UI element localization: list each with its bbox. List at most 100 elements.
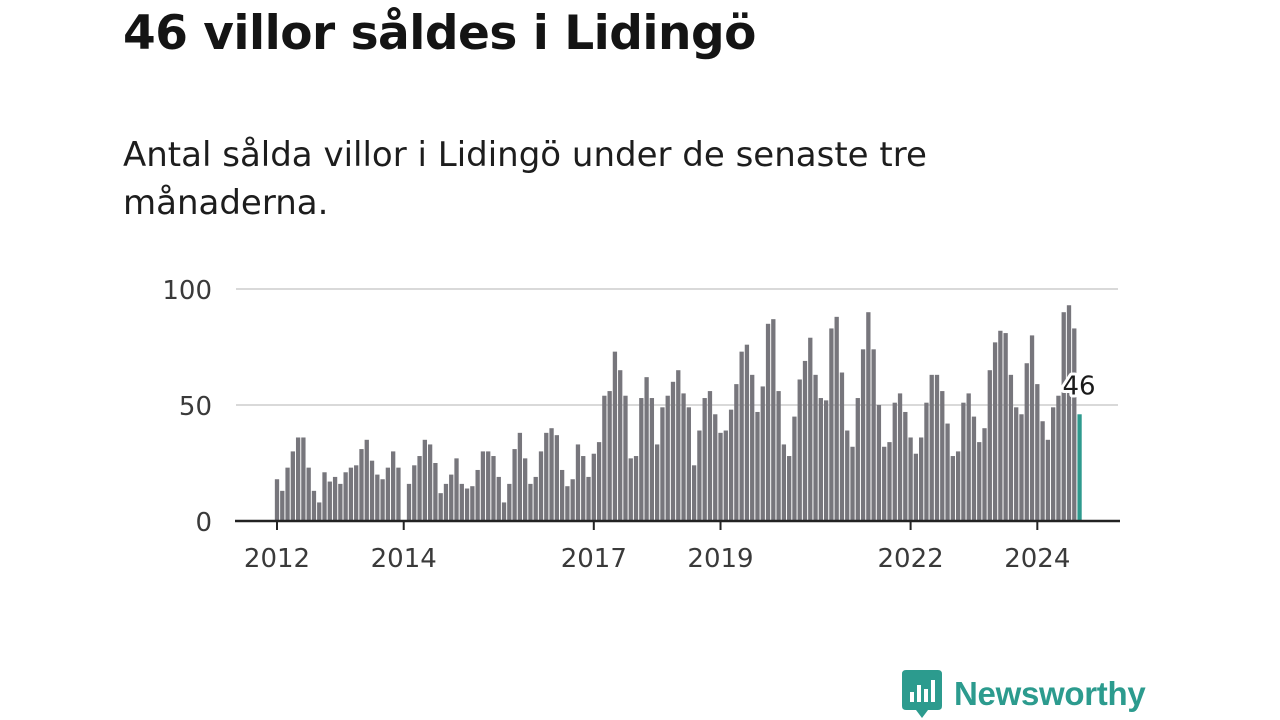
bar bbox=[311, 490, 317, 521]
bar bbox=[961, 402, 966, 521]
bar bbox=[691, 465, 697, 521]
bar bbox=[860, 349, 866, 521]
y-tick-label: 0 bbox=[195, 508, 212, 538]
bar bbox=[1014, 407, 1019, 521]
bar bbox=[919, 437, 924, 521]
bar bbox=[998, 330, 1003, 521]
bar bbox=[1066, 305, 1072, 521]
bar bbox=[971, 416, 977, 521]
bar bbox=[950, 456, 955, 521]
bar bbox=[644, 377, 649, 521]
bar bbox=[702, 398, 707, 521]
highlight-value-label: 46 bbox=[1062, 371, 1095, 401]
bar bbox=[280, 490, 285, 521]
bar bbox=[290, 451, 295, 521]
bar bbox=[903, 411, 908, 521]
bar bbox=[285, 467, 290, 521]
bar bbox=[723, 430, 728, 521]
bar bbox=[306, 467, 311, 521]
bar bbox=[797, 379, 802, 521]
bar bbox=[871, 349, 876, 521]
bar bbox=[850, 446, 855, 521]
bar bbox=[882, 446, 887, 521]
x-tick-label: 2019 bbox=[687, 544, 753, 574]
bar bbox=[1061, 312, 1066, 521]
x-tick-label: 2024 bbox=[1004, 544, 1070, 574]
bar bbox=[707, 391, 713, 521]
bar bbox=[1051, 407, 1056, 521]
bar bbox=[602, 395, 607, 521]
bar bbox=[433, 463, 438, 521]
bar bbox=[1035, 384, 1040, 521]
bar bbox=[760, 386, 765, 521]
bar bbox=[427, 444, 433, 521]
bar bbox=[301, 437, 306, 521]
bar bbox=[464, 488, 470, 521]
bar bbox=[945, 423, 950, 521]
bar bbox=[380, 479, 385, 521]
bar bbox=[491, 456, 496, 521]
bars bbox=[274, 305, 1082, 521]
bar bbox=[713, 414, 718, 521]
bar bbox=[1029, 335, 1035, 521]
bar bbox=[417, 456, 422, 521]
bar bbox=[443, 483, 449, 521]
bar bbox=[744, 344, 750, 521]
bar bbox=[787, 456, 792, 521]
bar bbox=[1003, 333, 1008, 521]
bar bbox=[486, 451, 491, 521]
bar bbox=[581, 456, 586, 521]
bar bbox=[649, 398, 655, 521]
bar bbox=[1056, 395, 1061, 521]
bar bbox=[501, 502, 507, 521]
bar bbox=[781, 444, 787, 521]
bar bbox=[776, 391, 781, 521]
bar bbox=[934, 374, 940, 521]
bar bbox=[834, 316, 839, 521]
bar bbox=[924, 402, 929, 521]
bar bbox=[977, 442, 982, 521]
bar bbox=[538, 451, 544, 521]
bar bbox=[480, 451, 486, 521]
bar bbox=[517, 432, 523, 521]
bar bbox=[596, 442, 602, 521]
bar bbox=[628, 458, 633, 521]
bar bbox=[317, 502, 322, 521]
bar bbox=[940, 391, 945, 521]
bar bbox=[533, 476, 538, 521]
bar bbox=[808, 337, 813, 521]
bar bbox=[412, 465, 417, 521]
bar bbox=[908, 437, 913, 521]
x-tick-label: 2017 bbox=[561, 544, 627, 574]
bar bbox=[913, 453, 919, 521]
brand-logo: Newsworthy bbox=[902, 670, 1146, 718]
bar bbox=[655, 444, 660, 521]
bar bbox=[813, 374, 818, 521]
bar bbox=[802, 360, 808, 521]
bar bbox=[1008, 374, 1014, 521]
bar bbox=[607, 391, 612, 521]
bar bbox=[966, 393, 971, 521]
x-tick-label: 2012 bbox=[244, 544, 310, 574]
bar bbox=[343, 472, 348, 521]
bar bbox=[676, 370, 681, 521]
bar bbox=[750, 374, 755, 521]
bar bbox=[718, 432, 723, 521]
bar bbox=[496, 476, 501, 521]
bar bbox=[728, 409, 734, 521]
bar bbox=[1040, 421, 1045, 521]
bar bbox=[327, 481, 332, 521]
bar bbox=[612, 351, 618, 521]
bar bbox=[839, 372, 845, 521]
y-tick-label: 50 bbox=[179, 392, 212, 422]
bar bbox=[338, 483, 343, 521]
bar bbox=[507, 483, 512, 521]
bar bbox=[823, 400, 829, 521]
bar bbox=[618, 370, 623, 521]
bar bbox=[565, 486, 570, 521]
bar bbox=[771, 319, 776, 521]
bar bbox=[992, 342, 998, 521]
bar bbox=[982, 428, 987, 521]
bar bbox=[987, 370, 992, 521]
bar bbox=[818, 398, 823, 521]
